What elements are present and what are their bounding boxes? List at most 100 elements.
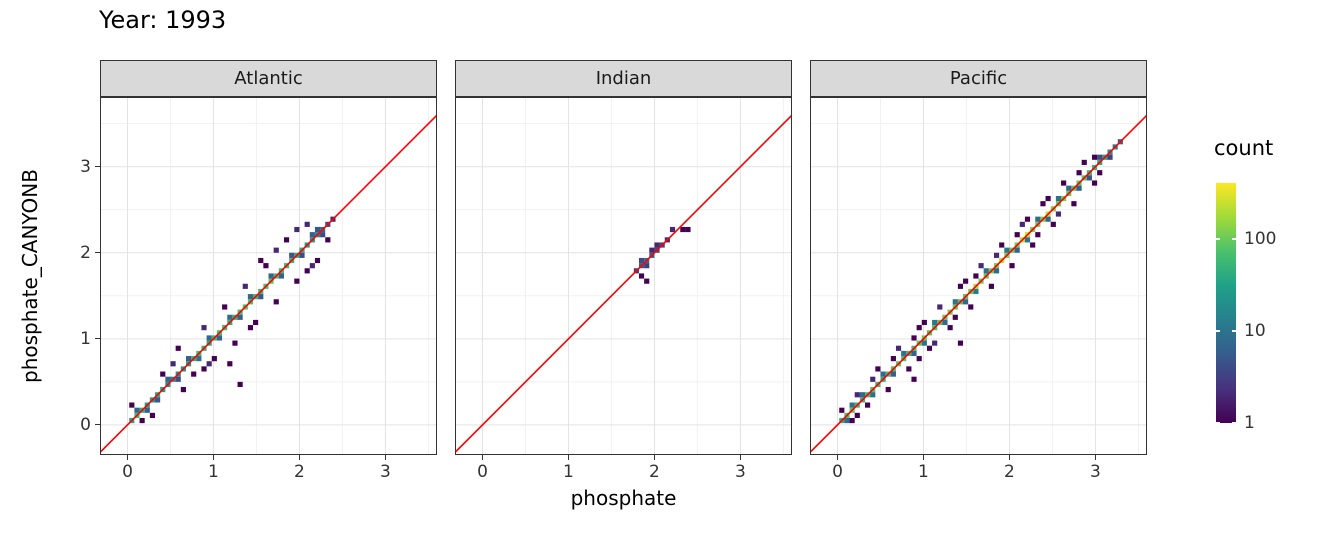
bin <box>299 252 305 258</box>
bin <box>180 387 186 393</box>
bin <box>185 356 192 362</box>
bin <box>227 361 233 367</box>
bin <box>294 226 300 233</box>
bin <box>175 345 181 351</box>
legend-tick-mark <box>1232 422 1236 423</box>
bin <box>1024 237 1031 243</box>
x-tick-label: 1 <box>563 462 574 482</box>
bin <box>175 376 181 382</box>
legend-tick-label: 100 <box>1244 228 1277 249</box>
bin <box>242 283 248 289</box>
bin <box>978 263 984 269</box>
bin <box>1055 211 1062 217</box>
facet-strip-label: Pacific <box>949 68 1008 89</box>
bin <box>895 345 902 351</box>
bin <box>890 356 896 362</box>
bin <box>134 407 140 413</box>
panel-canvas <box>99 97 438 455</box>
bin <box>844 417 850 424</box>
bin <box>1004 247 1010 253</box>
x-tick-label: 2 <box>294 462 305 482</box>
bin <box>1024 216 1031 222</box>
bin <box>932 319 938 326</box>
bin <box>253 319 259 326</box>
bin <box>1086 175 1092 181</box>
x-tick-label: 1 <box>208 462 219 482</box>
legend-tick-mark <box>1216 237 1220 240</box>
x-axis-tick <box>127 455 128 460</box>
bin <box>865 402 871 408</box>
y-tick-label: 2 <box>80 242 91 263</box>
bin <box>283 237 290 243</box>
bin <box>952 314 958 320</box>
bin <box>211 356 217 362</box>
y-tick-label: 0 <box>80 414 91 435</box>
legend-tick-mark <box>1216 329 1220 332</box>
bin <box>854 412 860 418</box>
bin <box>325 237 331 243</box>
bin <box>278 273 284 279</box>
x-axis-tick <box>837 455 838 460</box>
x-axis-tick <box>653 455 655 460</box>
bin <box>685 226 691 233</box>
bin <box>957 340 964 346</box>
bin <box>237 314 243 320</box>
bin <box>885 387 891 393</box>
bin <box>942 319 948 326</box>
bin <box>968 304 974 310</box>
bin <box>170 361 176 367</box>
bin <box>973 273 979 279</box>
panel-canvas <box>809 97 1148 455</box>
bin <box>644 263 650 269</box>
bin <box>1107 154 1113 160</box>
y-axis-tick <box>95 252 100 254</box>
x-tick-label: 3 <box>734 462 746 482</box>
bin <box>1055 195 1062 202</box>
bin <box>191 371 197 377</box>
bin <box>906 366 912 372</box>
bin <box>237 381 243 388</box>
bin <box>268 273 274 279</box>
x-axis-tick <box>298 455 300 460</box>
bin <box>1014 232 1020 238</box>
y-axis-tick <box>95 166 100 168</box>
bin <box>680 226 686 233</box>
bin <box>911 376 917 382</box>
facet-strip-label: Indian <box>595 68 652 89</box>
bin <box>638 273 645 279</box>
bin <box>196 356 202 362</box>
bin <box>139 417 145 424</box>
bin <box>1045 216 1051 222</box>
x-axis-tick <box>482 455 483 460</box>
chart-title: Year: 1993 <box>99 6 227 34</box>
x-axis-tick <box>739 455 741 460</box>
bin <box>947 325 953 331</box>
bin <box>911 350 917 357</box>
bin <box>1050 221 1056 227</box>
bin <box>654 242 660 248</box>
bin <box>232 340 238 346</box>
bin <box>258 294 264 300</box>
bin <box>201 325 207 331</box>
bin <box>644 278 650 284</box>
bin <box>320 232 326 238</box>
bin <box>1066 185 1072 191</box>
x-axis-tick <box>384 455 386 460</box>
bin <box>1045 195 1051 202</box>
x-axis-tick <box>922 455 924 460</box>
bin <box>926 345 933 351</box>
facet-strip-atlantic: Atlantic <box>100 60 437 97</box>
bin <box>1019 221 1025 227</box>
bin <box>247 294 254 300</box>
bin <box>870 392 876 398</box>
identity-line <box>454 114 793 453</box>
bin <box>1076 170 1082 176</box>
facet-panel-atlantic <box>99 97 438 455</box>
bin <box>932 340 938 346</box>
legend-title: count <box>1214 136 1274 160</box>
bin <box>1097 154 1103 160</box>
identity-line <box>809 114 1148 453</box>
legend-colorbar <box>1216 183 1236 423</box>
bin <box>649 247 655 253</box>
legend-tick-mark <box>1216 422 1220 423</box>
